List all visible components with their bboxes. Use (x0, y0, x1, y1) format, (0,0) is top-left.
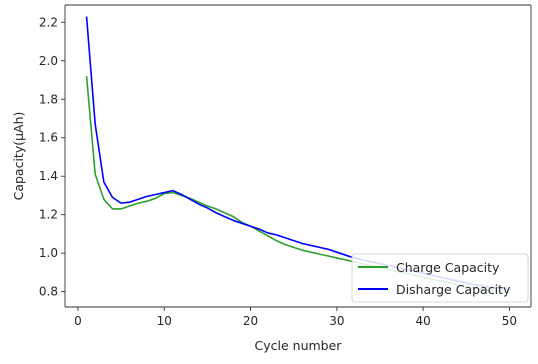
y-axis-label: Capacity(μAh) (11, 112, 26, 201)
x-tick-label: 0 (74, 314, 82, 328)
x-tick-label: 20 (243, 314, 258, 328)
y-tick-label: 0.8 (39, 285, 58, 299)
y-ticks: 0.8 1.0 1.2 1.4 1.6 1.8 2.0 2.2 (39, 15, 65, 299)
y-tick-label: 1.2 (39, 208, 58, 222)
y-tick-label: 2.2 (39, 15, 58, 29)
axes-layer (64, 4, 532, 308)
y-tick-label: 1.4 (39, 169, 58, 183)
y-tick-label: 1.8 (39, 92, 58, 106)
legend-label-discharge: Disharge Capacity (396, 282, 511, 297)
y-tick-label: 2.0 (39, 54, 58, 68)
legend: Charge Capacity Disharge Capacity (351, 253, 529, 303)
x-tick-label: 30 (329, 314, 344, 328)
x-ticks: 0 10 20 30 40 50 (74, 307, 517, 328)
x-tick-label: 50 (502, 314, 517, 328)
x-tick-label: 10 (157, 314, 172, 328)
y-tick-label: 1.6 (39, 131, 58, 145)
y-tick-label: 1.0 (39, 246, 58, 260)
x-tick-label: 40 (415, 314, 430, 328)
legend-box (351, 253, 529, 303)
x-axis-label: Cycle number (255, 338, 343, 353)
legend-label-charge: Charge Capacity (396, 260, 500, 275)
